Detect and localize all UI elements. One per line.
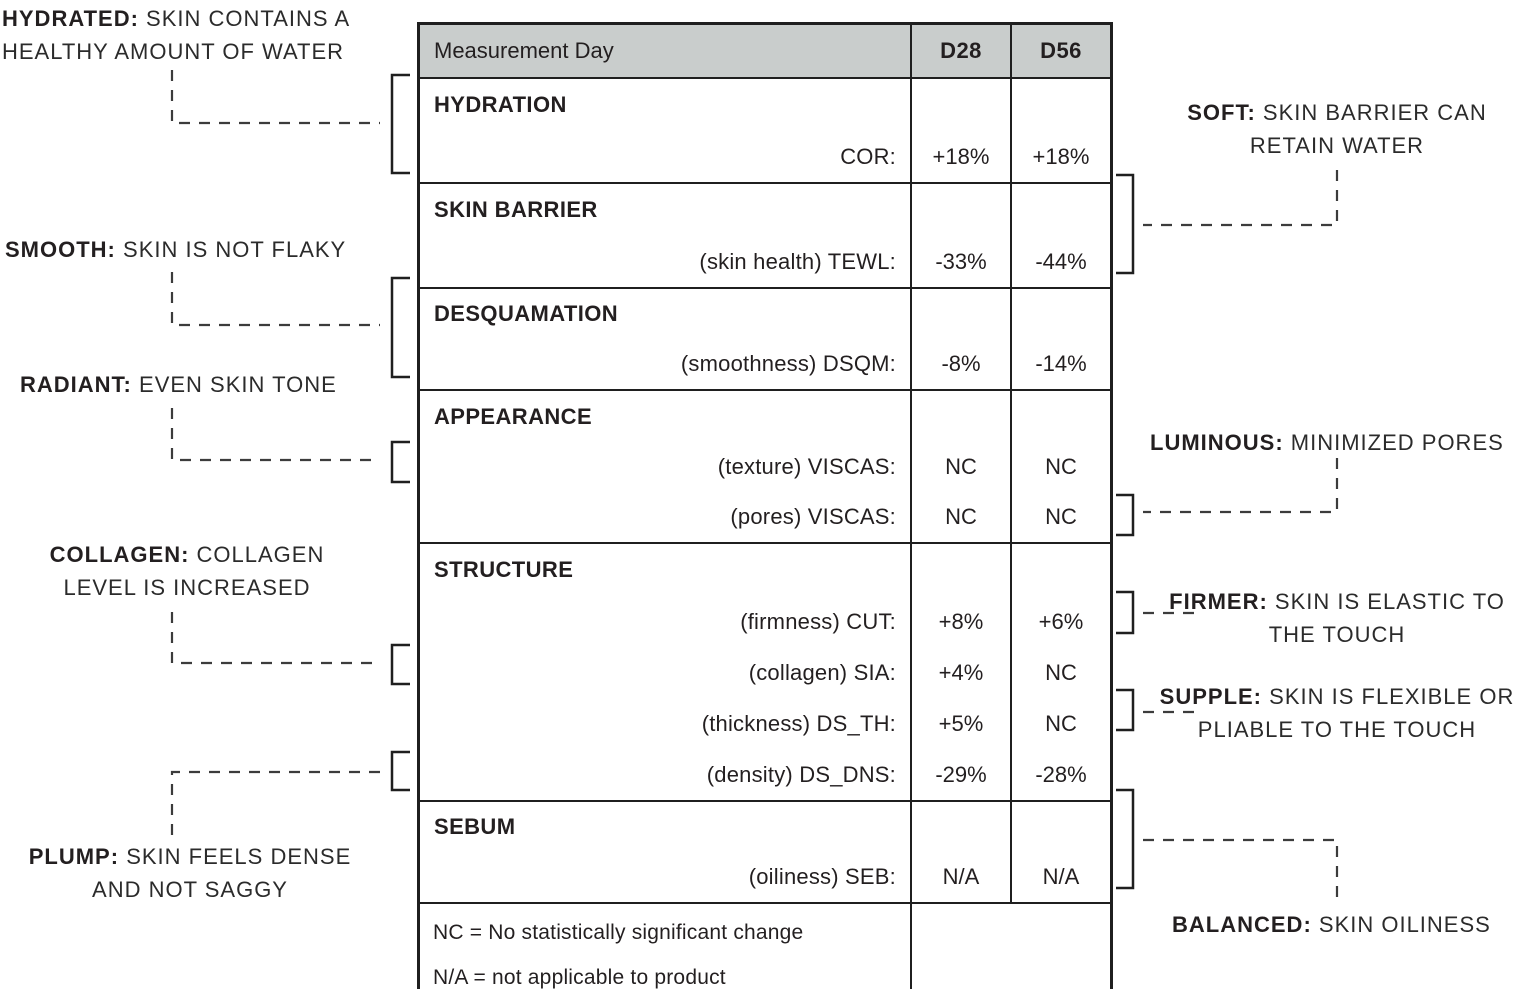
header-measurement-day: Measurement Day [434, 38, 614, 63]
metric-label: (smoothness) DSQM: [680, 351, 896, 376]
section-label: SKIN BARRIER [434, 197, 598, 222]
annotation-desc: SKIN IS FLEXIBLE OR PLIABLE TO THE TOUCH [1197, 684, 1515, 742]
footnote-nc: NC = No statistically significant change [433, 920, 804, 944]
metric-label: COR: [840, 143, 896, 169]
table-row: (firmness) CUT: +8% +6% [420, 596, 1110, 647]
annotation-luminous: LUMINOUS: MINIMIZED PORES [1150, 426, 1504, 459]
annotation-term: COLLAGEN: [49, 542, 190, 567]
metric-label: (firmness) CUT: [740, 608, 896, 634]
annotation-term: SMOOTH: [5, 237, 116, 262]
annotation-balanced: BALANCED: SKIN OILINESS [1172, 908, 1491, 941]
section-label: APPEARANCE [434, 403, 593, 429]
annotation-desc: SKIN OILINESS [1318, 912, 1491, 937]
footnote-na: N/A = not applicable to product [433, 965, 726, 989]
value-d56: NC [1010, 442, 1110, 492]
table-row: (thickness) DS_TH: +5% NC [420, 698, 1110, 749]
annotation-desc: EVEN SKIN TONE [139, 372, 337, 397]
value-d28: +5% [910, 698, 1010, 749]
annotation-desc: SKIN BARRIER CAN RETAIN WATER [1249, 100, 1487, 158]
annotation-desc: SKIN CONTAINS A HEALTHY AMOUNT OF WATER [2, 6, 349, 64]
annotation-hydrated: HYDRATED: SKIN CONTAINS A HEALTHY AMOUNT… [2, 2, 402, 68]
table-row: (pores) VISCAS: NC NC [420, 492, 1110, 542]
value-d28: -33% [910, 236, 1010, 287]
annotation-smooth: SMOOTH: SKIN IS NOT FLAKY [5, 233, 346, 266]
annotation-term: FIRMER: [1169, 589, 1268, 614]
table-header-row: Measurement Day D28 D56 [420, 25, 1110, 77]
section-label: SEBUM [434, 814, 516, 839]
annotation-supple: SUPPLE: SKIN IS FLEXIBLE OR PLIABLE TO T… [1147, 680, 1526, 746]
value-d56: -14% [1010, 339, 1110, 389]
annotation-term: HYDRATED: [2, 6, 139, 31]
annotation-desc: SKIN FEELS DENSE AND NOT SAGGY [92, 844, 352, 902]
metric-label: (texture) VISCAS: [717, 454, 896, 479]
table-row: (smoothness) DSQM: -8% -14% [420, 339, 1110, 389]
metric-label: (collagen) SIA: [748, 659, 896, 685]
value-d28: -29% [910, 749, 1010, 800]
annotation-soft: SOFT: SKIN BARRIER CAN RETAIN WATER [1167, 96, 1507, 162]
section-appearance: APPEARANCE (texture) VISCAS: NC NC (pore… [420, 389, 1110, 542]
section-desquamation: DESQUAMATION (smoothness) DSQM: -8% -14% [420, 287, 1110, 389]
section-label: STRUCTURE [434, 557, 574, 582]
annotation-firmer: FIRMER: SKIN IS ELASTIC TO THE TOUCH [1157, 585, 1517, 651]
section-sebum: SEBUM (oiliness) SEB: N/A N/A [420, 800, 1110, 902]
section-hydration: HYDRATION COR: +18% +18% [420, 77, 1110, 182]
value-d56: +18% [1010, 131, 1110, 182]
value-d56: -28% [1010, 749, 1110, 800]
value-d28: NC [910, 442, 1010, 492]
section-structure: STRUCTURE (firmness) CUT: +8% +6% (colla… [420, 542, 1110, 800]
annotation-desc: SKIN IS NOT FLAKY [123, 237, 347, 262]
footer-empty-cell [910, 904, 1110, 989]
table-row: (texture) VISCAS: NC NC [420, 442, 1110, 492]
value-d56: +6% [1010, 596, 1110, 647]
table-row: (oiliness) SEB: N/A N/A [420, 852, 1110, 902]
metric-label: (pores) VISCAS: [730, 504, 896, 529]
section-label: HYDRATION [434, 92, 567, 117]
metric-label: (thickness) DS_TH: [701, 710, 896, 736]
results-table: Measurement Day D28 D56 HYDRATION COR: +… [417, 22, 1113, 989]
annotation-term: SOFT: [1187, 100, 1256, 125]
annotation-desc: MINIMIZED PORES [1290, 430, 1504, 455]
section-skin-barrier: SKIN BARRIER (skin health) TEWL: -33% -4… [420, 182, 1110, 287]
table-row: (density) DS_DNS: -29% -28% [420, 749, 1110, 800]
annotation-collagen: COLLAGEN: COLLAGEN LEVEL IS INCREASED [32, 538, 342, 604]
annotation-desc: SKIN IS ELASTIC TO THE TOUCH [1268, 589, 1505, 647]
value-d56: NC [1010, 698, 1110, 749]
value-d28: -8% [910, 339, 1010, 389]
table-row: (collagen) SIA: +4% NC [420, 647, 1110, 698]
value-d56: N/A [1010, 852, 1110, 902]
metric-label: (skin health) TEWL: [699, 248, 896, 274]
annotation-term: SUPPLE: [1159, 684, 1263, 709]
annotation-desc: COLLAGEN LEVEL IS INCREASED [63, 542, 325, 600]
annotation-term: BALANCED: [1172, 912, 1312, 937]
annotation-term: LUMINOUS: [1150, 430, 1284, 455]
table-footer: NC = No statistically significant change… [420, 902, 1110, 989]
metric-label: (oiliness) SEB: [748, 864, 896, 889]
section-label: DESQUAMATION [434, 301, 619, 326]
annotation-term: PLUMP: [28, 844, 120, 869]
value-d28: NC [910, 492, 1010, 542]
annotation-plump: PLUMP: SKIN FEELS DENSE AND NOT SAGGY [15, 840, 365, 906]
value-d28: +8% [910, 596, 1010, 647]
table-row: (skin health) TEWL: -33% -44% [420, 236, 1110, 287]
header-d56: D56 [1010, 25, 1110, 77]
value-d56: NC [1010, 492, 1110, 542]
annotation-radiant: RADIANT: EVEN SKIN TONE [20, 368, 337, 401]
value-d28: +18% [910, 131, 1010, 182]
metric-label: (density) DS_DNS: [706, 761, 896, 787]
value-d28: N/A [910, 852, 1010, 902]
value-d56: -44% [1010, 236, 1110, 287]
value-d28: +4% [910, 647, 1010, 698]
table-row: COR: +18% +18% [420, 131, 1110, 182]
header-d28: D28 [910, 25, 1010, 77]
value-d56: NC [1010, 647, 1110, 698]
annotation-term: RADIANT: [20, 372, 132, 397]
